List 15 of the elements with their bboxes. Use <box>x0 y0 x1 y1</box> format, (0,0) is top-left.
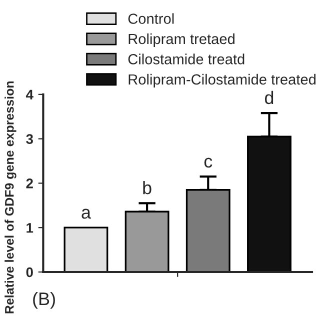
legend-label: Rolipram tretaed <box>128 33 234 48</box>
annotation: c <box>204 158 212 168</box>
y-tick-label: 3 <box>26 134 33 144</box>
y-axis-title: Relative level of GDF9 gene expression <box>4 81 16 314</box>
y-tick-label: 4 <box>26 90 34 100</box>
y-tick-label: 2 <box>26 178 33 188</box>
y-tick-label: 1 <box>26 223 34 233</box>
legend-label: Cilostamide treatd <box>128 54 244 64</box>
annotation: d <box>264 90 274 104</box>
text: (B) <box>33 292 55 309</box>
legend-label: Control <box>128 13 174 24</box>
legend-label: Rolipram-Cilostamide treated <box>128 74 316 88</box>
y-tick-label: 0 <box>26 267 33 278</box>
annotation: b <box>143 181 152 194</box>
annotation: a <box>82 208 91 219</box>
